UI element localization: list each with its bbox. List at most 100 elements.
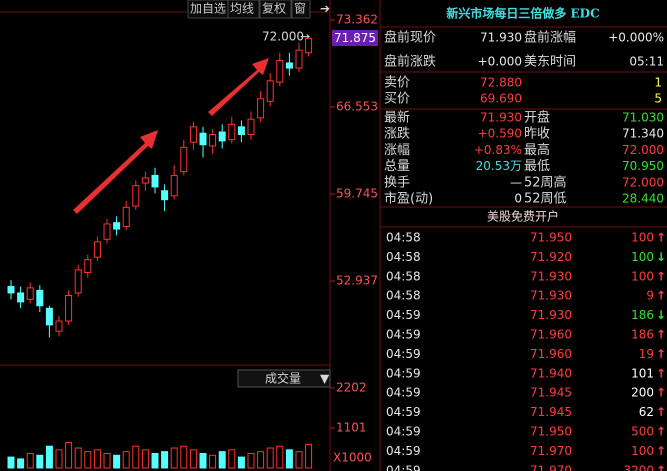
candle-body <box>17 292 25 303</box>
annotation: 72.000 <box>262 30 304 44</box>
field-value: +0.000 <box>478 55 522 69</box>
tick-arrow: ↑ <box>656 463 666 471</box>
field-value: 72.880 <box>480 76 522 90</box>
tick-price: 71.960 <box>530 347 572 361</box>
field-value: 72.000 <box>622 143 664 157</box>
volume-bar <box>45 445 53 469</box>
field-label: 盘前现价 <box>384 30 436 46</box>
tick-volume: 62 <box>639 405 654 419</box>
field-label: 最新 <box>384 110 410 126</box>
volume-bar <box>295 451 303 469</box>
toolbar-label[interactable]: 复权 <box>262 2 286 16</box>
candle-body <box>122 206 130 228</box>
volume-bar <box>247 452 255 469</box>
volume-bar <box>74 447 82 469</box>
trend-arrow <box>208 58 269 116</box>
volume-bar <box>7 456 15 469</box>
tick-time: 04:59 <box>386 386 421 400</box>
tick-volume: 100 <box>631 250 654 264</box>
volume-bar <box>113 454 121 469</box>
window-arrow[interactable]: ➔ <box>320 2 330 16</box>
field-value: +0.83% <box>474 143 522 157</box>
tick-time: 04:59 <box>386 463 421 471</box>
field-value: 71.030 <box>622 111 664 125</box>
candle-body <box>103 223 111 240</box>
candle-body <box>65 294 73 322</box>
toolbar-button[interactable] <box>227 0 260 19</box>
candle-body <box>266 80 274 102</box>
tick-time: 04:59 <box>386 425 421 439</box>
candle-body <box>74 269 82 294</box>
tick-volume: 186 <box>631 328 654 342</box>
volume-bar <box>17 458 25 469</box>
toolbar-button[interactable] <box>259 0 292 19</box>
candle-body <box>132 185 140 207</box>
tick-volume: 186 <box>631 308 654 322</box>
tick-volume: 3200 <box>623 463 654 471</box>
volume-bar <box>237 456 245 469</box>
field-value: 05:11 <box>629 55 664 69</box>
candle-body <box>36 289 44 307</box>
field-label: 市盈(动) <box>384 191 433 207</box>
tick-volume: 500 <box>631 425 654 439</box>
tick-time: 04:58 <box>386 250 421 264</box>
field-label: 涨跌 <box>384 126 410 142</box>
candle-body <box>257 98 265 119</box>
trend-arrow <box>73 130 158 214</box>
tick-volume: 19 <box>639 347 654 361</box>
candle-body <box>84 259 92 274</box>
field-label: 换手 <box>384 175 410 190</box>
field-label: 总量 <box>384 159 410 174</box>
volume-bar <box>161 451 169 469</box>
tick-arrow: ↓ <box>656 250 666 264</box>
toolbar-label[interactable]: 窗 <box>294 2 306 16</box>
tick-time: 04:59 <box>386 444 421 458</box>
volume-bar <box>276 445 284 469</box>
volume-tick-label: 1101 <box>336 421 367 435</box>
volume-selector[interactable]: 成交量 <box>265 371 301 386</box>
tick-arrow: ↑ <box>656 231 666 245</box>
tick-price: 71.970 <box>530 444 572 458</box>
tick-volume: 100 <box>631 231 654 245</box>
tick-price: 71.950 <box>530 425 572 439</box>
field-label: 美东时间 <box>524 55 576 70</box>
tick-arrow: ↑ <box>656 366 666 380</box>
field-value: 69.690 <box>480 92 522 106</box>
field-value: 71.340 <box>622 127 664 141</box>
candle-body <box>93 241 101 258</box>
field-value: — <box>510 175 522 189</box>
dropdown[interactable] <box>237 369 331 388</box>
candle-body <box>247 118 255 136</box>
volume-bar <box>218 451 226 469</box>
field-value: 20.53万 <box>476 159 522 173</box>
field-label: 昨收 <box>524 127 550 142</box>
field-value: 0 <box>514 192 522 206</box>
tick-time: 04:58 <box>386 269 421 283</box>
candle-body <box>161 190 169 201</box>
field-label: 盘前涨跌 <box>384 54 436 70</box>
volume-bar <box>141 449 149 469</box>
candle-body <box>199 132 207 146</box>
tick-volume: 101 <box>631 366 654 380</box>
open-account-link[interactable]: 美股免费开户 <box>487 209 559 224</box>
volume-tick-label: 2202 <box>336 381 367 395</box>
tick-arrow: ↑ <box>656 405 666 419</box>
field-value: 5 <box>654 92 662 106</box>
dropdown-icon: ▼ <box>320 372 330 386</box>
toolbar-button[interactable] <box>291 0 311 19</box>
price-marker <box>332 30 378 46</box>
toolbar-label[interactable]: 均线 <box>230 2 254 16</box>
toolbar-label[interactable]: 加自选 <box>190 2 226 16</box>
candle-body <box>285 62 293 69</box>
volume-bar <box>65 442 73 469</box>
annotation-arrow: → <box>300 30 310 44</box>
volume-unit: X1000 <box>333 451 372 465</box>
candle-body <box>7 286 15 294</box>
candle-body <box>45 307 53 326</box>
tick-price: 71.950 <box>530 231 572 245</box>
current-price: 71.875 <box>334 31 376 45</box>
field-value: 70.950 <box>622 159 664 173</box>
field-label: 52周低 <box>524 192 567 207</box>
field-value: 72.000 <box>622 175 664 189</box>
